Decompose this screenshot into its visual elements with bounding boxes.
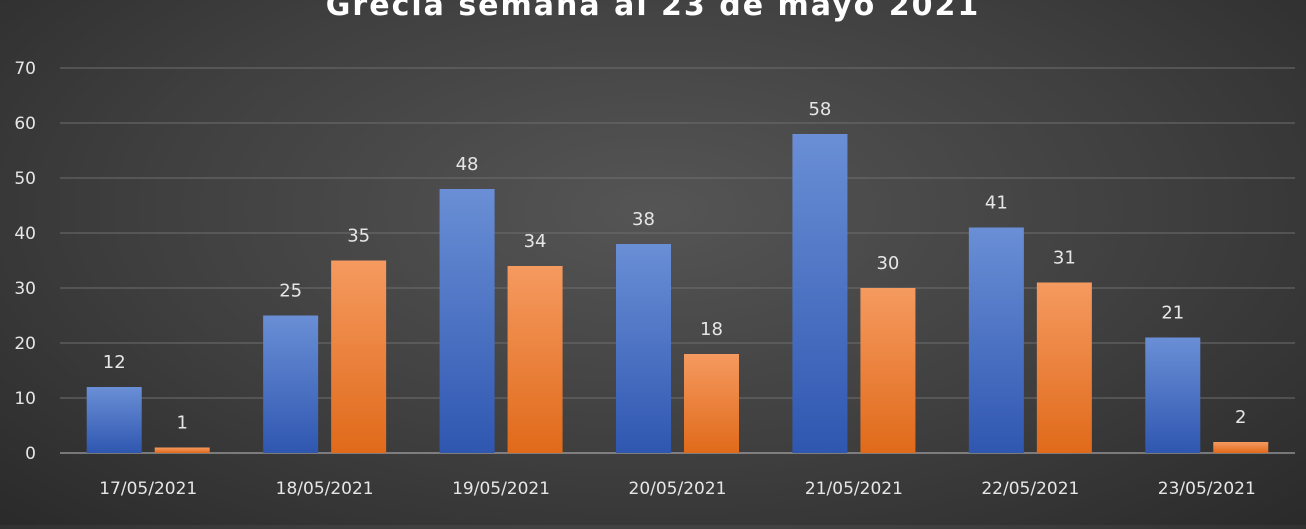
bar-series-2	[331, 260, 387, 453]
y-tick-label: 60	[14, 114, 36, 134]
data-label: 58	[808, 99, 831, 120]
x-tick-label: 20/05/2021	[629, 479, 727, 499]
bar-series-2	[860, 288, 916, 453]
bar-series-1	[263, 315, 319, 453]
bar-series-1	[792, 134, 848, 453]
x-tick-label: 19/05/2021	[452, 479, 550, 499]
x-tick-label: 22/05/2021	[981, 479, 1079, 499]
x-tick-label: 21/05/2021	[805, 479, 903, 499]
y-tick-label: 0	[25, 444, 36, 464]
data-label: 2	[1235, 407, 1246, 428]
bar-series-1	[616, 244, 671, 453]
y-tick-label: 30	[14, 279, 36, 299]
data-label: 12	[103, 352, 126, 373]
bar-series-1	[439, 189, 495, 453]
data-label: 25	[279, 281, 302, 302]
data-label: 31	[1053, 248, 1076, 269]
chart-title: Grecia semana al 23 de mayo 2021	[325, 0, 981, 23]
bar-series-2	[507, 266, 563, 453]
bar-series-2	[1036, 282, 1092, 453]
data-label: 30	[876, 253, 899, 274]
data-label: 18	[700, 319, 723, 340]
x-tick-label: 23/05/2021	[1158, 479, 1256, 499]
data-label: 21	[1161, 303, 1184, 324]
y-tick-label: 10	[14, 389, 36, 409]
data-label: 1	[176, 413, 187, 434]
data-label: 41	[985, 193, 1008, 214]
bar-series-2	[1213, 442, 1269, 453]
bar-series-2	[684, 354, 739, 453]
data-label: 34	[524, 231, 547, 252]
bar-series-1	[86, 387, 142, 453]
y-tick-label: 70	[14, 59, 36, 79]
bar-series-2	[154, 447, 210, 453]
y-tick-label: 50	[14, 169, 36, 189]
bar-series-1	[1145, 337, 1201, 453]
bar-series-1	[968, 227, 1024, 453]
x-tick-label: 18/05/2021	[276, 479, 374, 499]
y-tick-label: 40	[14, 224, 36, 244]
data-label: 38	[632, 209, 655, 230]
y-tick-label: 20	[14, 334, 36, 354]
data-label: 35	[347, 226, 370, 247]
x-tick-label: 17/05/2021	[99, 479, 197, 499]
data-label: 48	[456, 154, 479, 175]
